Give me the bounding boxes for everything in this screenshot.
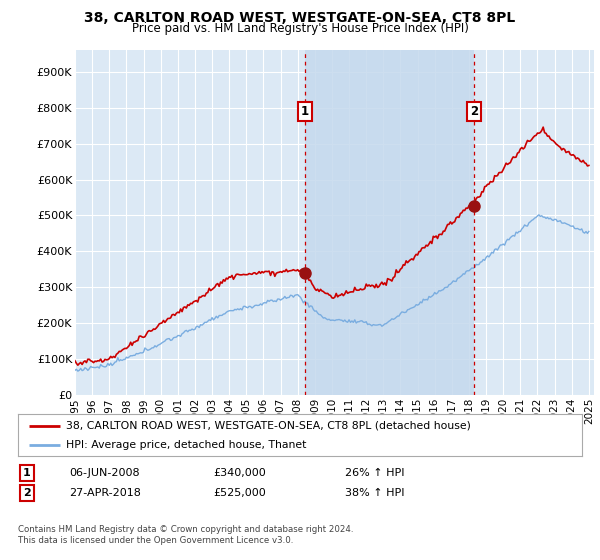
- Text: 2: 2: [470, 105, 479, 118]
- Bar: [305, 50, 475, 395]
- Text: 2: 2: [23, 488, 31, 498]
- Text: 38, CARLTON ROAD WEST, WESTGATE-ON-SEA, CT8 8PL: 38, CARLTON ROAD WEST, WESTGATE-ON-SEA, …: [85, 11, 515, 25]
- Text: 1: 1: [301, 105, 309, 118]
- Text: £525,000: £525,000: [213, 488, 266, 498]
- Text: HPI: Average price, detached house, Thanet: HPI: Average price, detached house, Than…: [66, 440, 307, 450]
- Text: 26% ↑ HPI: 26% ↑ HPI: [345, 468, 404, 478]
- Text: 38% ↑ HPI: 38% ↑ HPI: [345, 488, 404, 498]
- Text: Price paid vs. HM Land Registry's House Price Index (HPI): Price paid vs. HM Land Registry's House …: [131, 22, 469, 35]
- Text: 38, CARLTON ROAD WEST, WESTGATE-ON-SEA, CT8 8PL (detached house): 38, CARLTON ROAD WEST, WESTGATE-ON-SEA, …: [66, 421, 471, 431]
- Text: 27-APR-2018: 27-APR-2018: [69, 488, 141, 498]
- Text: £340,000: £340,000: [213, 468, 266, 478]
- Text: Contains HM Land Registry data © Crown copyright and database right 2024.
This d: Contains HM Land Registry data © Crown c…: [18, 525, 353, 545]
- Text: 1: 1: [23, 468, 31, 478]
- Text: 06-JUN-2008: 06-JUN-2008: [69, 468, 140, 478]
